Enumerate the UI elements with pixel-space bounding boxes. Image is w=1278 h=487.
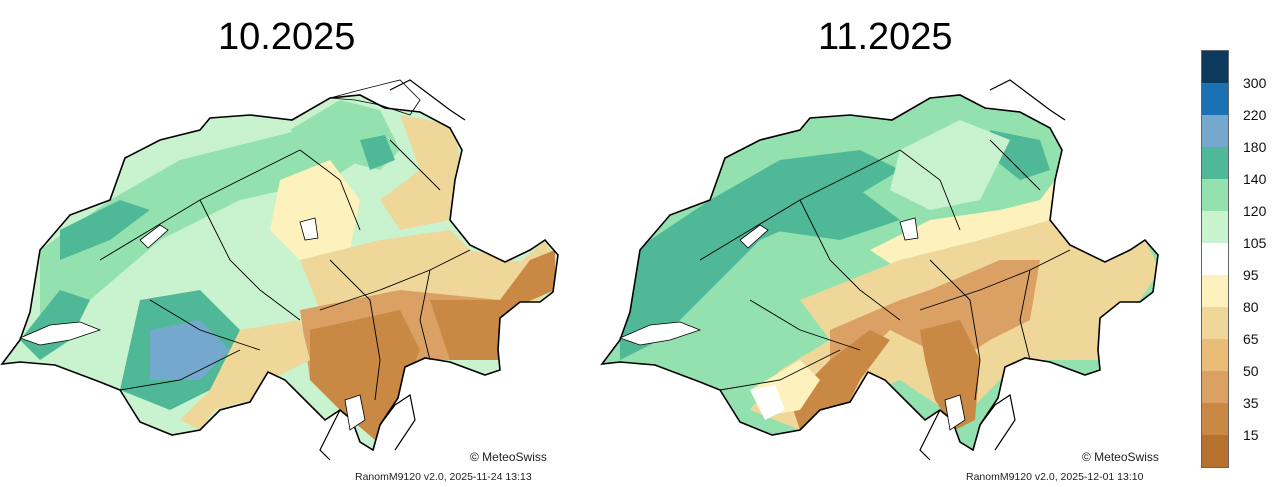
- legend-swatch: [1202, 115, 1228, 147]
- legend-label: 15: [1243, 427, 1259, 443]
- panel-title: 11.2025: [818, 16, 953, 58]
- legend-swatch: [1202, 83, 1228, 115]
- map-panel-october: 10.2025: [0, 0, 600, 487]
- legend-swatch: [1202, 147, 1228, 179]
- legend-swatch: [1202, 211, 1228, 243]
- legend-swatch: [1202, 435, 1228, 467]
- legend-swatch: [1202, 51, 1228, 83]
- legend-swatch: [1202, 307, 1228, 339]
- legend-label: 105: [1243, 235, 1267, 251]
- panel-title: 10.2025: [218, 16, 356, 58]
- credit-label: © MeteoSwiss: [1082, 450, 1159, 464]
- map-panel-november: 11.2025: [600, 0, 1190, 487]
- precipitation-map-october: [0, 79, 559, 461]
- legend-label: 95: [1243, 267, 1259, 283]
- color-legend: 300 220 180 140 120 105 95 80 65 50 35 1…: [1200, 50, 1278, 470]
- legend-label: 80: [1243, 299, 1259, 315]
- legend-label: 35: [1243, 395, 1259, 411]
- legend-label: 300: [1243, 75, 1267, 91]
- legend-label: 120: [1243, 203, 1267, 219]
- legend-swatch: [1202, 275, 1228, 307]
- version-stamp: RanomM9120 v2.0, 2025-12-01 13:10: [966, 471, 1144, 483]
- legend-label: 65: [1243, 331, 1259, 347]
- credit-label: © MeteoSwiss: [470, 450, 547, 464]
- version-stamp: RanomM9120 v2.0, 2025-11-24 13:13: [355, 471, 532, 483]
- legend-label: 50: [1243, 363, 1259, 379]
- legend-label: 140: [1243, 171, 1267, 187]
- legend-color-bar: [1201, 50, 1229, 468]
- legend-swatch: [1202, 403, 1228, 435]
- legend-label: 220: [1243, 107, 1267, 123]
- legend-label: 180: [1243, 139, 1267, 155]
- legend-swatch: [1202, 339, 1228, 371]
- legend-swatch: [1202, 243, 1228, 275]
- legend-swatch: [1202, 179, 1228, 211]
- legend-swatch: [1202, 371, 1228, 403]
- precipitation-map-november: [600, 79, 1159, 461]
